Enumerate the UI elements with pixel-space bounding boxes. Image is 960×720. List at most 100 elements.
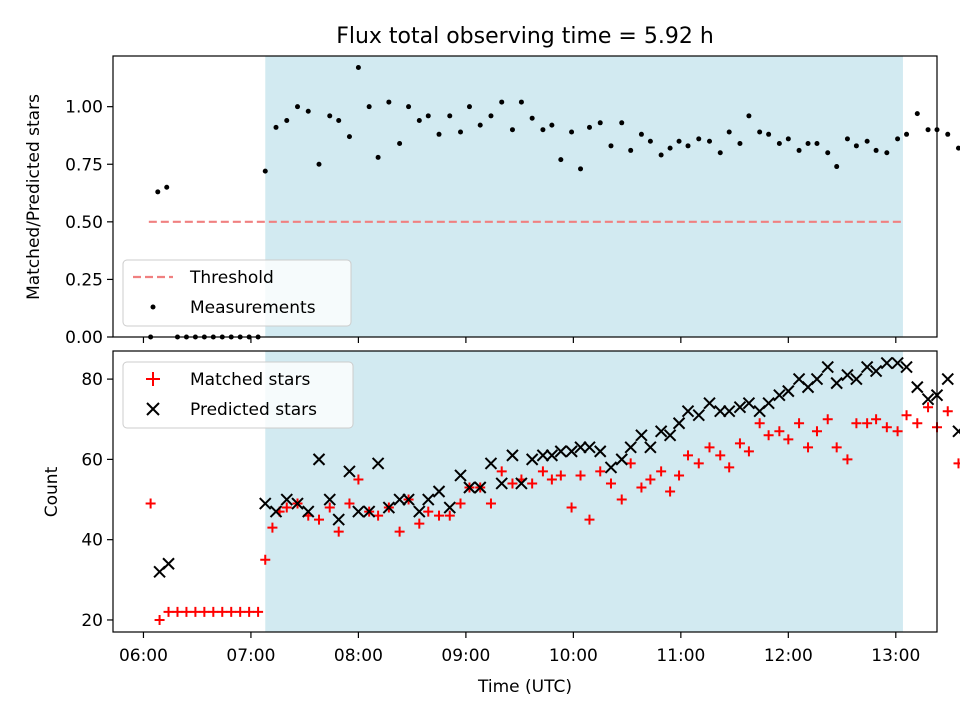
predicted-stars-point — [911, 380, 924, 394]
bot-x-tick-label: 10:00 — [549, 646, 598, 666]
measurements-point — [355, 65, 361, 71]
predicted-stars-point — [432, 485, 446, 498]
measurements-point — [466, 104, 472, 110]
chart-title: Flux total observing time = 5.92 h — [336, 24, 714, 49]
predicted-stars-point — [900, 360, 913, 374]
measurements-point — [925, 127, 931, 133]
predicted-stars-point — [615, 453, 628, 466]
bottom-panel: 20 40 60 80 06:00 07:00 08:00 09:00 10:00 11:00 1… — [42, 350, 960, 697]
measurements-point — [336, 117, 342, 123]
bot-y-tick-label: 60 — [81, 450, 103, 470]
predicted-stars-point — [574, 441, 587, 454]
matched-stars-point — [842, 454, 853, 465]
matched-stars-point — [923, 402, 934, 413]
bottom-observing-span — [265, 351, 903, 632]
measurements-point — [305, 108, 311, 114]
measurements-point — [685, 143, 691, 149]
predicted-stars-point — [343, 465, 356, 478]
predicted-stars-point — [515, 477, 528, 490]
predicted-stars-point — [259, 497, 272, 510]
measurements-point — [608, 143, 614, 149]
measurements-point — [458, 129, 464, 135]
measurements-point — [597, 120, 603, 126]
matched-stars-point — [217, 606, 228, 617]
measurements-point — [436, 131, 442, 137]
matched-stars-point — [871, 414, 882, 425]
matched-stars-point — [267, 522, 278, 533]
legend-predicted-label: Predicted stars — [190, 400, 317, 420]
measurements-point — [825, 150, 831, 156]
matched-stars-point — [783, 434, 794, 445]
matched-stars-point — [774, 426, 785, 437]
matched-stars-point — [496, 466, 507, 477]
predicted-stars-point — [723, 405, 736, 418]
matched-stars-point — [344, 498, 355, 509]
predicted-stars-point — [773, 388, 786, 402]
matched-stars-point — [724, 462, 735, 473]
measurements-point — [416, 117, 422, 123]
matched-stars-point — [190, 606, 201, 617]
top-y-tick-label: 0.50 — [65, 213, 103, 233]
measurements-point — [945, 131, 951, 137]
matched-stars-point — [942, 406, 953, 417]
matched-stars-point — [912, 418, 923, 429]
measurements-point — [864, 138, 870, 144]
bottom-legend: Matched stars Predicted stars — [122, 361, 354, 429]
matched-stars-point — [333, 526, 344, 537]
predicted-stars-point — [323, 493, 336, 506]
measurements-point — [529, 115, 535, 121]
matched-stars-point — [665, 486, 676, 497]
matched-stars-point — [527, 478, 538, 489]
measurements-point — [726, 129, 732, 135]
predicted-stars-point — [703, 396, 716, 410]
predicted-stars-point — [860, 360, 874, 374]
matched-stars-point — [181, 606, 192, 617]
measurements-point — [346, 134, 352, 140]
matched-stars-point — [693, 458, 704, 469]
predicted-stars-point — [565, 445, 578, 458]
measurements-point — [295, 104, 301, 110]
matched-stars-point — [584, 514, 595, 525]
matched-stars-point — [862, 418, 873, 429]
matched-stars-point — [414, 518, 425, 529]
measurements-point — [540, 127, 546, 133]
matched-stars-point — [455, 498, 466, 509]
matched-stars-point — [763, 430, 774, 441]
bot-x-tick-label: 07:00 — [226, 646, 275, 666]
measurements-point — [488, 113, 494, 119]
measurements-point — [805, 141, 811, 147]
predicted-stars-point — [841, 368, 854, 382]
predicted-stars-point — [821, 360, 834, 374]
measurements-point — [895, 136, 901, 142]
predicted-stars-point — [454, 469, 467, 482]
legend-measurements-label: Measurements — [190, 298, 316, 318]
bot-x-tick-label: 09:00 — [441, 646, 490, 666]
matched-stars-point — [260, 554, 271, 565]
legend-measurements-swatch — [150, 304, 156, 310]
predicted-stars-point — [332, 513, 345, 526]
top-y-tick-label: 1.00 — [65, 98, 103, 118]
matched-stars-point — [851, 418, 862, 429]
measurements-point — [853, 143, 859, 149]
predicted-stars-point — [594, 445, 607, 458]
measurements-point — [904, 131, 910, 137]
top-legend-box — [122, 259, 352, 327]
legend-matched-swatch — [146, 372, 160, 386]
matched-stars-point — [324, 502, 335, 513]
matched-stars-point — [743, 446, 754, 457]
matched-stars-point — [145, 498, 156, 509]
measurements-point — [746, 113, 752, 119]
matched-stars-point — [734, 438, 745, 449]
matched-stars-point — [444, 510, 455, 521]
top-observing-span — [265, 56, 903, 337]
measurements-point — [676, 138, 682, 144]
matched-stars-point — [226, 606, 237, 617]
predicted-stars-point — [463, 481, 476, 494]
bottom-y-axis: 20 40 60 80 — [81, 370, 113, 631]
legend-matched-label: Matched stars — [190, 370, 310, 390]
measurements-point — [549, 122, 555, 128]
matched-stars-point — [656, 466, 667, 477]
predicted-stars-point — [352, 505, 365, 518]
predicted-stars-point — [681, 405, 695, 418]
matched-stars-point — [605, 478, 616, 489]
